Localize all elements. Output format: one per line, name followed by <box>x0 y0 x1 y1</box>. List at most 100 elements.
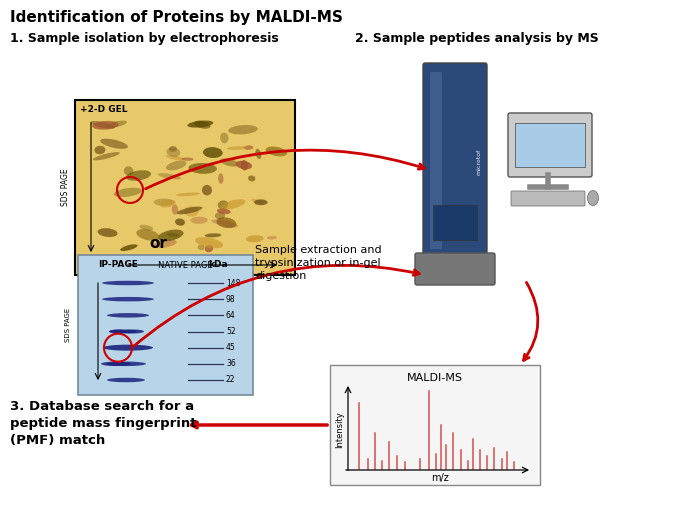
Text: 36: 36 <box>226 359 236 368</box>
Ellipse shape <box>114 188 142 197</box>
Ellipse shape <box>185 206 199 217</box>
FancyBboxPatch shape <box>433 205 477 240</box>
Ellipse shape <box>136 229 159 241</box>
Ellipse shape <box>107 313 149 318</box>
Ellipse shape <box>103 345 153 351</box>
Text: 98: 98 <box>226 294 236 304</box>
FancyBboxPatch shape <box>78 255 253 395</box>
Ellipse shape <box>189 163 217 174</box>
Ellipse shape <box>195 237 223 248</box>
Text: Identification of Proteins by MALDI-MS: Identification of Proteins by MALDI-MS <box>10 10 343 25</box>
Ellipse shape <box>217 217 236 228</box>
Ellipse shape <box>266 147 287 156</box>
Ellipse shape <box>166 161 187 170</box>
Ellipse shape <box>228 125 258 134</box>
Ellipse shape <box>154 199 174 206</box>
Ellipse shape <box>182 158 194 161</box>
FancyBboxPatch shape <box>415 253 495 285</box>
Ellipse shape <box>93 152 120 160</box>
FancyBboxPatch shape <box>515 123 585 167</box>
Text: 148: 148 <box>226 278 240 288</box>
Ellipse shape <box>254 200 268 205</box>
Text: SDS PAGE: SDS PAGE <box>65 308 71 342</box>
Text: Intensity: Intensity <box>336 412 345 449</box>
Ellipse shape <box>220 158 239 167</box>
Ellipse shape <box>98 228 117 237</box>
Text: 64: 64 <box>226 311 236 320</box>
Ellipse shape <box>158 230 184 241</box>
Ellipse shape <box>218 173 224 184</box>
Text: 1. Sample isolation by electrophoresis: 1. Sample isolation by electrophoresis <box>10 32 279 45</box>
Ellipse shape <box>215 212 225 219</box>
Ellipse shape <box>217 200 228 209</box>
Ellipse shape <box>194 121 210 129</box>
Text: NATIVE PAGE: NATIVE PAGE <box>158 260 212 269</box>
Ellipse shape <box>102 297 154 301</box>
Text: IP-PAGE: IP-PAGE <box>98 260 138 269</box>
Ellipse shape <box>109 330 137 333</box>
Text: 3. Database search for a
peptide mass fingerprint
(PMF) match: 3. Database search for a peptide mass fi… <box>10 400 196 447</box>
Ellipse shape <box>220 199 245 210</box>
Ellipse shape <box>109 330 127 333</box>
Ellipse shape <box>217 209 231 214</box>
Ellipse shape <box>124 166 134 176</box>
Ellipse shape <box>172 204 178 215</box>
Ellipse shape <box>166 233 179 237</box>
FancyBboxPatch shape <box>430 72 442 249</box>
Text: or: or <box>149 235 167 250</box>
FancyBboxPatch shape <box>511 191 585 206</box>
Ellipse shape <box>246 235 264 242</box>
Ellipse shape <box>122 330 144 333</box>
Ellipse shape <box>90 121 115 129</box>
Ellipse shape <box>205 233 222 237</box>
Ellipse shape <box>267 236 277 239</box>
Text: +2-D GEL: +2-D GEL <box>80 105 127 114</box>
Ellipse shape <box>92 121 119 130</box>
Ellipse shape <box>251 199 264 203</box>
FancyBboxPatch shape <box>330 365 540 485</box>
Text: SDS PAGE: SDS PAGE <box>61 169 69 206</box>
Text: 45: 45 <box>226 343 236 352</box>
Ellipse shape <box>102 281 154 285</box>
Text: 22: 22 <box>226 376 236 385</box>
Ellipse shape <box>120 244 138 251</box>
Ellipse shape <box>244 145 253 150</box>
Ellipse shape <box>101 362 131 366</box>
Ellipse shape <box>220 133 229 144</box>
Ellipse shape <box>191 216 208 224</box>
Ellipse shape <box>100 139 128 149</box>
Ellipse shape <box>140 225 153 231</box>
Ellipse shape <box>106 121 127 127</box>
Ellipse shape <box>203 147 223 158</box>
Ellipse shape <box>587 191 598 205</box>
Ellipse shape <box>158 173 181 180</box>
FancyBboxPatch shape <box>75 100 295 275</box>
Ellipse shape <box>166 155 185 161</box>
Ellipse shape <box>94 146 106 154</box>
Text: kDa: kDa <box>208 260 228 269</box>
Ellipse shape <box>240 160 248 171</box>
Ellipse shape <box>187 121 213 128</box>
Ellipse shape <box>166 148 180 157</box>
Ellipse shape <box>248 176 255 181</box>
Ellipse shape <box>107 378 145 382</box>
Ellipse shape <box>202 185 212 195</box>
Ellipse shape <box>205 245 213 253</box>
Ellipse shape <box>236 161 252 169</box>
Ellipse shape <box>126 170 151 181</box>
Ellipse shape <box>159 200 175 208</box>
Text: 2. Sample peptides analysis by MS: 2. Sample peptides analysis by MS <box>355 32 599 45</box>
Text: 52: 52 <box>226 327 236 336</box>
Ellipse shape <box>175 219 185 226</box>
Text: Sample extraction and
trypsinization or in-gel
digestion: Sample extraction and trypsinization or … <box>255 245 382 281</box>
Ellipse shape <box>211 220 238 227</box>
FancyBboxPatch shape <box>423 63 487 262</box>
Ellipse shape <box>177 206 203 214</box>
Ellipse shape <box>154 239 177 248</box>
Ellipse shape <box>175 192 200 196</box>
Ellipse shape <box>227 146 247 150</box>
FancyBboxPatch shape <box>508 113 592 177</box>
Text: MALDI-MS: MALDI-MS <box>407 373 463 383</box>
Ellipse shape <box>106 362 146 366</box>
Ellipse shape <box>169 146 177 152</box>
